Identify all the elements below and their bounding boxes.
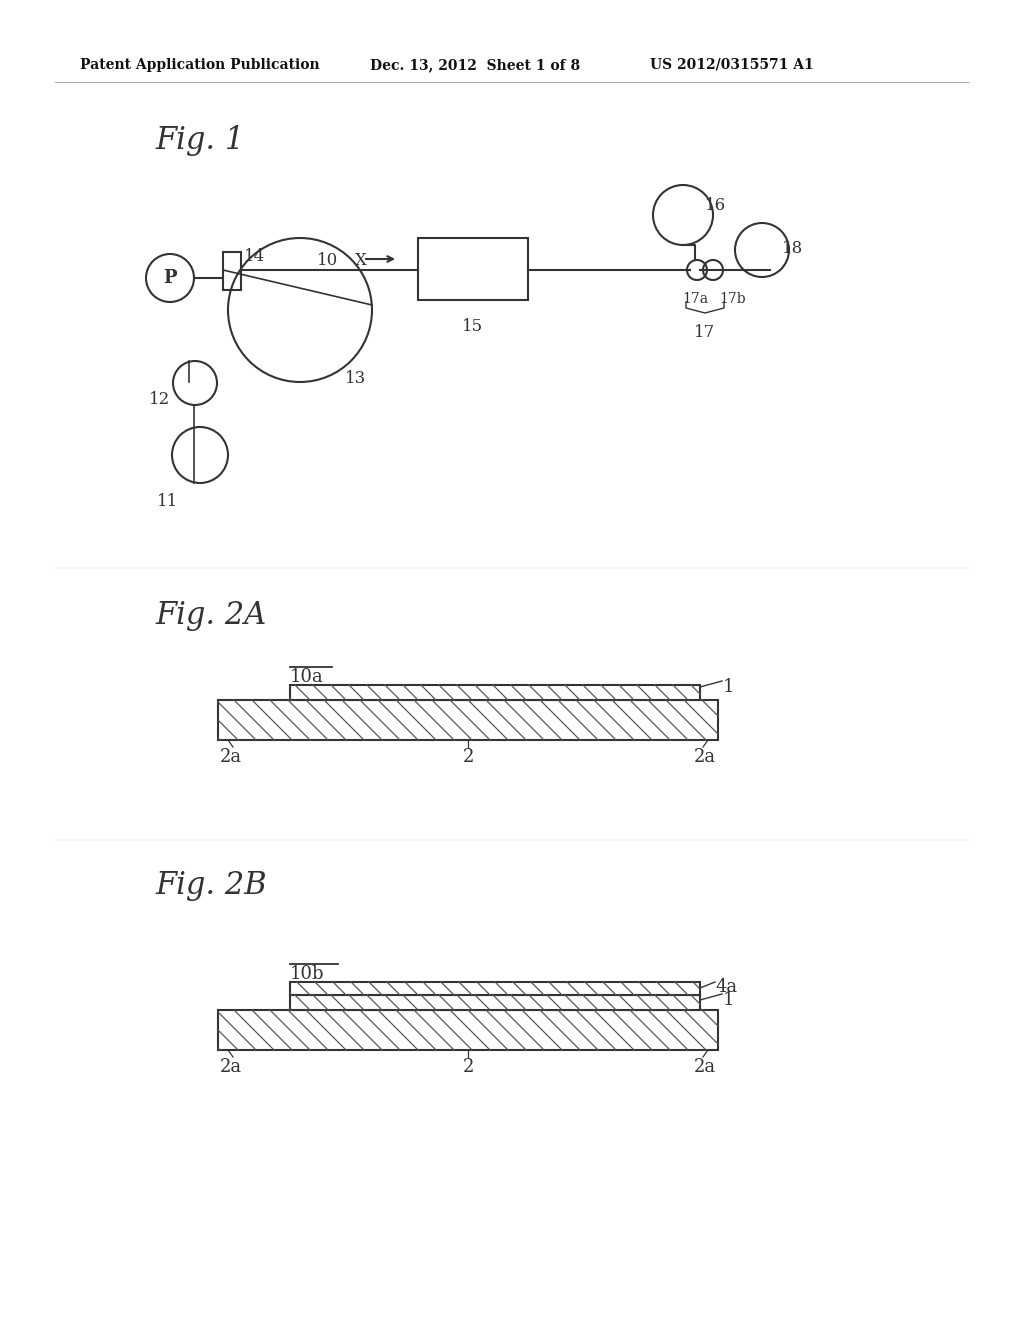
Text: Dec. 13, 2012  Sheet 1 of 8: Dec. 13, 2012 Sheet 1 of 8	[370, 58, 581, 73]
Text: 2a: 2a	[220, 748, 242, 766]
Text: 15: 15	[463, 318, 483, 335]
Text: 2: 2	[462, 748, 474, 766]
Text: 11: 11	[157, 492, 178, 510]
Bar	[223, 252, 241, 290]
Bar	[290, 982, 700, 995]
Text: 18: 18	[782, 240, 803, 257]
Text: 10a: 10a	[290, 668, 324, 686]
Text: 10: 10	[316, 252, 338, 269]
Text: 1: 1	[723, 678, 734, 696]
Text: 2a: 2a	[694, 1059, 716, 1076]
Text: 14: 14	[244, 248, 265, 265]
Text: 17a: 17a	[682, 292, 708, 306]
Text: 2a: 2a	[694, 748, 716, 766]
Text: Patent Application Publication: Patent Application Publication	[80, 58, 319, 73]
Bar	[218, 1010, 718, 1049]
Text: Fig. 2A: Fig. 2A	[155, 601, 266, 631]
Text: 1: 1	[723, 991, 734, 1008]
Bar	[218, 700, 718, 741]
Text: Fig. 1: Fig. 1	[155, 125, 245, 156]
Bar	[418, 238, 528, 300]
Bar	[290, 995, 700, 1010]
Text: 2a: 2a	[220, 1059, 242, 1076]
Text: P: P	[163, 269, 177, 286]
Text: X: X	[355, 252, 367, 269]
Text: 17: 17	[694, 323, 716, 341]
Text: 13: 13	[345, 370, 367, 387]
Text: 10b: 10b	[290, 965, 325, 983]
Text: 2: 2	[462, 1059, 474, 1076]
Text: 4a: 4a	[716, 978, 738, 997]
Bar	[290, 685, 700, 700]
Text: Fig. 2B: Fig. 2B	[155, 870, 266, 902]
Text: US 2012/0315571 A1: US 2012/0315571 A1	[650, 58, 814, 73]
Text: 17b: 17b	[719, 292, 745, 306]
Text: 16: 16	[705, 197, 726, 214]
Text: 12: 12	[148, 391, 170, 408]
